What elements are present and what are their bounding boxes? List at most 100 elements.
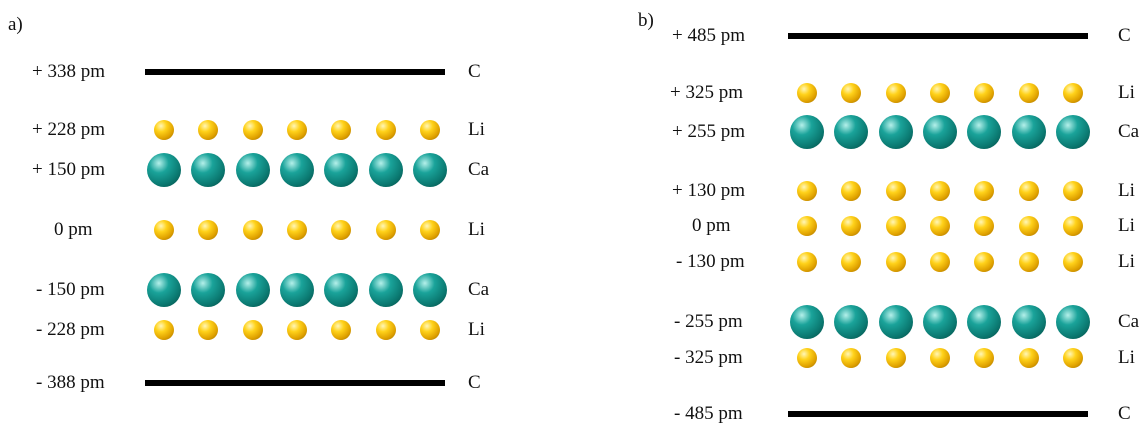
position-label: - 388 pm [36,372,105,393]
lithium-atom [154,320,174,340]
position-label: 0 pm [692,215,731,236]
position-label: + 130 pm [672,180,745,201]
calcium-atom [834,305,869,339]
lithium-atom [841,252,862,272]
position-label: - 228 pm [36,319,105,340]
calcium-atom [412,273,447,307]
position-label: - 325 pm [674,347,743,368]
position-label: 0 pm [54,219,93,240]
position-label: + 150 pm [32,159,105,180]
lithium-atom [242,220,263,240]
lithium-atom [974,252,995,272]
lithium-atom [198,220,219,240]
element-label: Ca [1118,121,1140,142]
calcium-atom [834,115,869,149]
carbon-layer-bar [145,69,445,75]
lithium-atom [419,120,440,140]
calcium-atom [191,153,226,187]
position-label: - 150 pm [36,279,105,300]
position-label: - 255 pm [674,311,743,332]
lithium-atom [331,320,352,340]
lithium-atom [375,320,396,340]
lithium-atom [841,216,862,236]
element-label: Li [468,319,485,340]
lithium-atom [929,216,950,236]
lithium-atom [375,220,396,240]
lithium-atom [885,348,906,368]
panel-a: a) + 338 pm C + 228 pm Li + 150 pm Ca 0 pm Li - … [0,0,560,424]
lithium-atom [974,83,995,103]
lithium-atom [1018,181,1039,201]
calcium-atom [1055,305,1090,339]
lithium-atom [419,220,440,240]
lithium-atom [929,181,950,201]
element-label: Li [1118,180,1135,201]
panel-a-label: a) [8,14,23,35]
calcium-atom [324,273,359,307]
position-label: + 485 pm [672,25,745,46]
lithium-atom [841,181,862,201]
calcium-atom [324,153,359,187]
calcium-atom [191,273,226,307]
calcium-atom [368,153,403,187]
calcium-atom [967,305,1002,339]
lithium-atom [331,120,352,140]
element-label: Ca [1118,311,1140,332]
calcium-atom [1055,115,1090,149]
lithium-atom [198,320,219,340]
lithium-atom [154,220,174,240]
element-label: Li [1118,82,1135,103]
lithium-atom [797,216,817,236]
element-label: Ca [468,159,490,180]
lithium-atom [1062,252,1083,272]
calcium-atom [235,273,270,307]
calcium-atom [147,273,181,307]
element-label: Li [1118,347,1135,368]
calcium-atom [922,305,957,339]
lithium-atom [974,216,995,236]
element-label: Li [1118,215,1135,236]
lithium-atom [1062,216,1083,236]
lithium-atom [974,348,995,368]
element-label: C [468,372,481,393]
calcium-atom [1011,115,1046,149]
lithium-atom [885,252,906,272]
lithium-atom [286,320,307,340]
calcium-atom [878,305,913,339]
calcium-atom [790,305,824,339]
position-label: - 485 pm [674,403,743,424]
lithium-atom [929,252,950,272]
lithium-atom [286,120,307,140]
element-label: C [468,61,481,82]
lithium-atom [198,120,219,140]
element-label: C [1118,25,1131,46]
element-label: Ca [468,279,490,300]
lithium-atom [242,320,263,340]
carbon-layer-bar [788,33,1088,39]
calcium-atom [922,115,957,149]
element-label: C [1118,403,1131,424]
lithium-atom [797,181,817,201]
element-label: Li [1118,251,1135,272]
calcium-atom [1011,305,1046,339]
lithium-atom [286,220,307,240]
lithium-atom [797,348,817,368]
element-label: Li [468,119,485,140]
lithium-atom [1062,348,1083,368]
position-label: + 338 pm [32,61,105,82]
lithium-atom [1018,252,1039,272]
calcium-atom [147,153,181,187]
calcium-atom [790,115,824,149]
calcium-atom [967,115,1002,149]
calcium-atom [368,273,403,307]
lithium-atom [797,252,817,272]
lithium-atom [974,181,995,201]
lithium-atom [929,348,950,368]
lithium-atom [375,120,396,140]
lithium-atom [1062,181,1083,201]
element-label: Li [468,219,485,240]
lithium-atom [885,181,906,201]
position-label: + 255 pm [672,121,745,142]
lithium-atom [242,120,263,140]
carbon-layer-bar [788,411,1088,417]
